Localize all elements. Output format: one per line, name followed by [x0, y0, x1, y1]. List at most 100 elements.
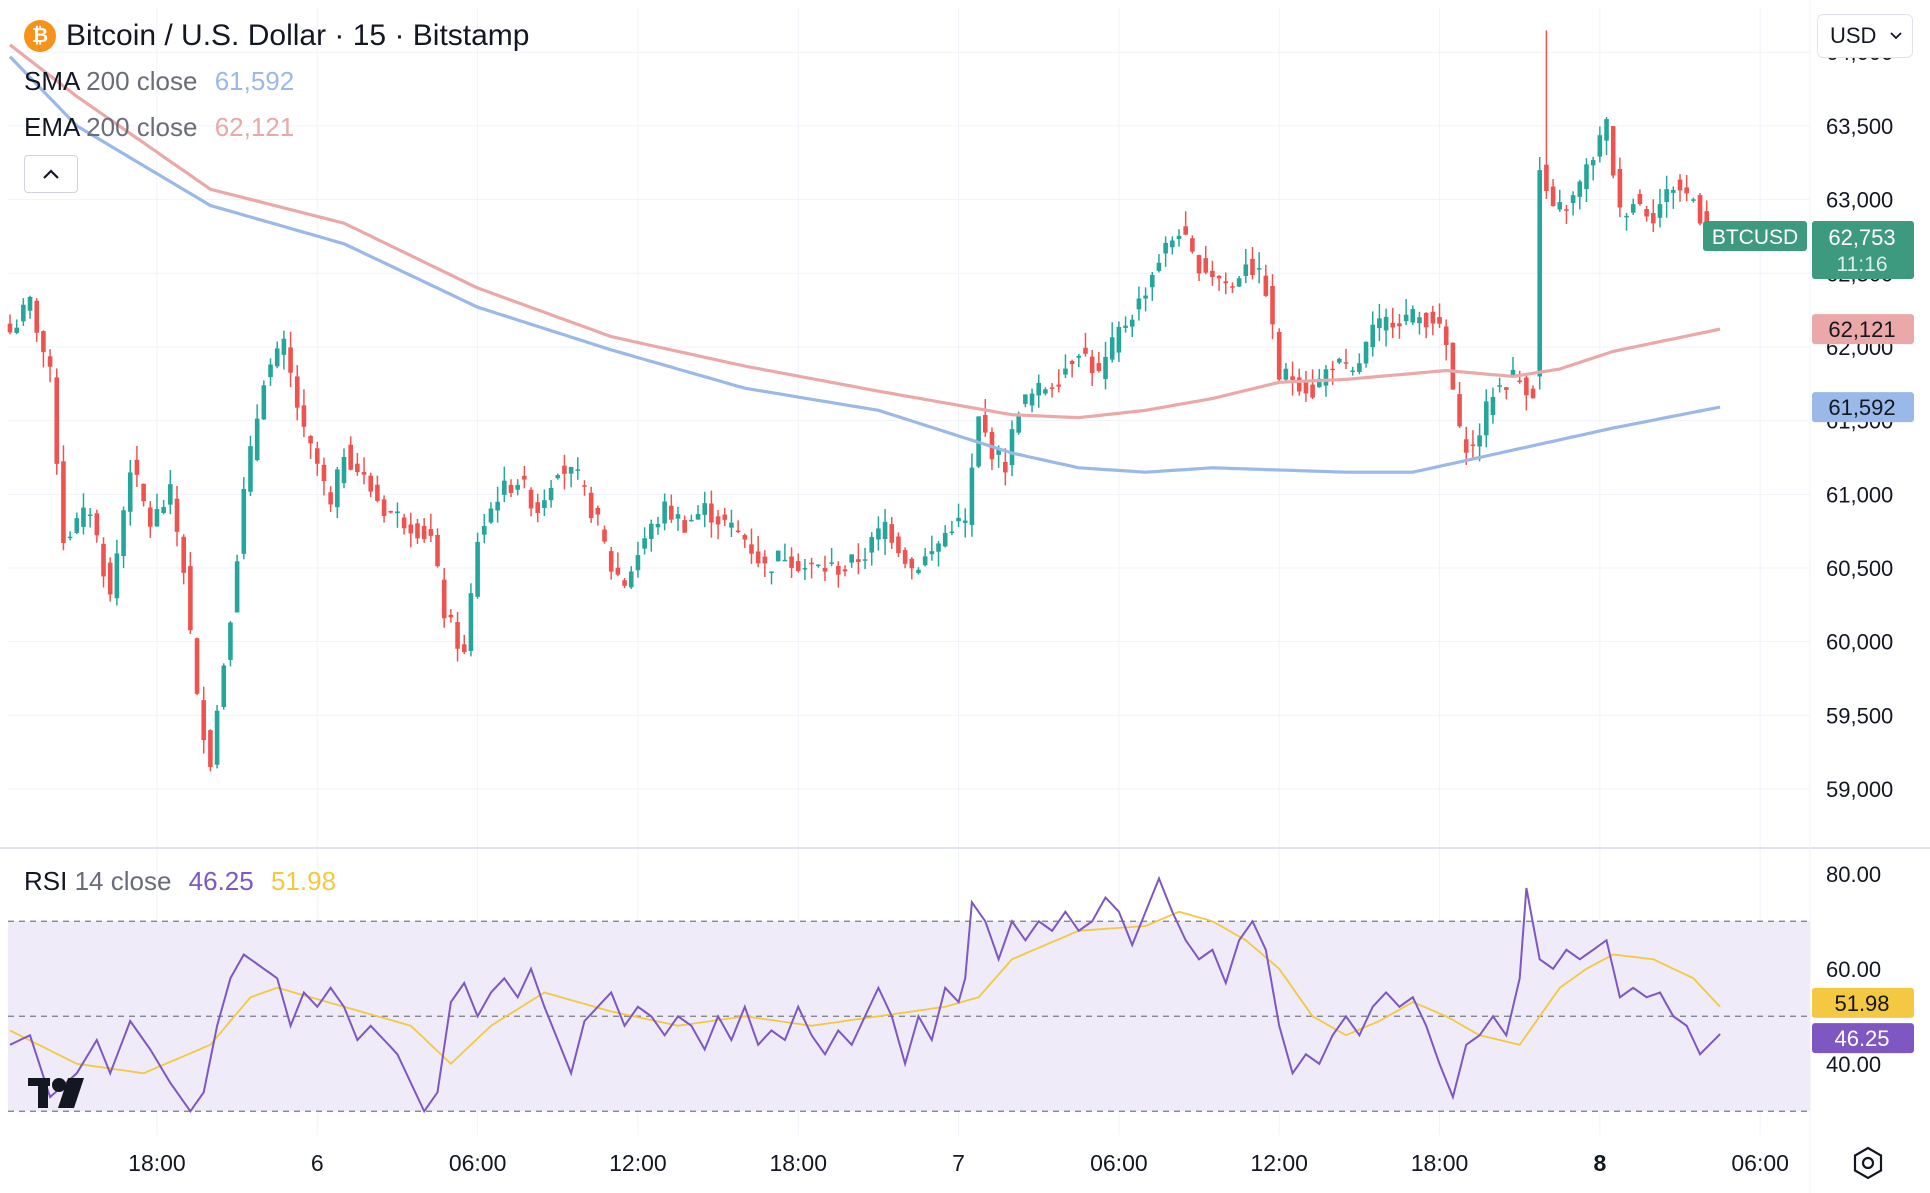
candle-body [341, 456, 347, 484]
currency-select[interactable]: USD [1817, 14, 1913, 58]
candle-body [1677, 179, 1683, 191]
candle-body [562, 465, 567, 474]
candle-body [127, 472, 133, 512]
candle-body [1223, 281, 1229, 284]
candle-body [314, 448, 320, 464]
candle-body [615, 567, 621, 575]
candle-body [1437, 317, 1442, 324]
candle-body [7, 323, 13, 333]
candle-body [622, 580, 627, 586]
candle-body [1383, 316, 1389, 331]
candle-body [1624, 215, 1629, 218]
candle-body [1657, 204, 1663, 218]
candle-body [815, 564, 821, 567]
tradingview-logo-icon[interactable] [28, 1075, 92, 1111]
candle-body [896, 536, 901, 554]
candle-body [1350, 370, 1355, 373]
candle-body [836, 565, 841, 575]
candle-body [1230, 286, 1235, 288]
sma-legend-value: 61,592 [214, 66, 295, 96]
candle-body [829, 562, 834, 564]
candle-body [528, 489, 534, 509]
sma-200-line [8, 55, 1721, 474]
candle-body [421, 525, 427, 540]
candle-body [1236, 278, 1242, 287]
symbol-title[interactable]: Bitcoin / U.S. Dollar · 15 · Bitstamp [66, 19, 530, 52]
candle-body [308, 436, 313, 444]
ema-legend[interactable]: EMA 200 close 62,121 [24, 112, 294, 143]
rsi-legend[interactable]: RSI 14 close 46.25 51.98 [24, 866, 336, 897]
candle-body [1263, 275, 1269, 296]
sma-legend-name: SMA [24, 66, 79, 96]
candle-body [321, 464, 327, 482]
candle-body [1337, 358, 1342, 363]
price-tick-label: 60,000 [1826, 630, 1893, 655]
candle-body [956, 517, 961, 522]
candle-body [208, 730, 213, 767]
candle-body [375, 484, 380, 501]
candle-body [648, 523, 654, 539]
candle-body [74, 518, 80, 533]
candle-body [201, 700, 207, 740]
candle-body [1183, 226, 1188, 235]
candle-body [889, 524, 895, 543]
candle-body [1597, 135, 1603, 157]
candle-body [1149, 274, 1155, 288]
candle-body [1357, 363, 1362, 372]
candle-body [1043, 389, 1048, 394]
candle-body [388, 511, 394, 513]
rsi-value-label-text: 46.25 [1834, 1026, 1889, 1051]
candle-body [1644, 208, 1649, 217]
candle-body [1310, 384, 1315, 398]
symbol-header[interactable]: ₿ Bitcoin / U.S. Dollar · 15 · Bitstamp [24, 18, 529, 54]
price-labels: BTCUSD 62,753 11:16 62,121 61,592 51.98 46.25 [1703, 220, 1914, 1054]
candle-body [1697, 195, 1703, 224]
candle-body [288, 347, 293, 373]
candle-body [822, 567, 828, 572]
btcusd-ticker-badge [1703, 220, 1807, 251]
collapse-legend-button[interactable] [24, 155, 78, 193]
candle-body [1303, 381, 1309, 394]
sma-price-label-text: 61,592 [1828, 395, 1895, 420]
rsi-ma-value-label-badge [1812, 987, 1914, 1018]
candle-body [1063, 368, 1068, 375]
candle-body [769, 571, 774, 573]
candle-body [1617, 168, 1623, 208]
candle-body [1316, 378, 1322, 388]
candle-body [221, 665, 227, 708]
candle-body [1009, 429, 1015, 466]
candle-body [795, 561, 801, 571]
candle-body [1296, 377, 1302, 392]
bitcoin-icon: ₿ [24, 20, 56, 52]
candle-body [228, 622, 233, 660]
rsi-ma-value-label-text: 51.98 [1834, 991, 1889, 1016]
candle-body [274, 348, 280, 367]
candle-body [435, 534, 440, 567]
candle-body [642, 538, 647, 549]
settings-gear-icon[interactable] [1850, 1145, 1886, 1181]
candle-body [1069, 361, 1075, 365]
last-price-text: 62,753 [1828, 225, 1895, 250]
candle-body [248, 446, 253, 492]
candle-body [294, 376, 300, 408]
candle-body [1276, 331, 1282, 380]
candle-body [568, 466, 574, 474]
candle-body [722, 514, 728, 520]
rsi-line [9, 875, 1721, 1114]
candle-body [1490, 396, 1496, 415]
candle-body [1056, 384, 1062, 387]
candle-body [114, 553, 120, 599]
candle-body [542, 500, 547, 509]
candle-body [415, 523, 420, 539]
candle-body [709, 503, 714, 523]
candle-body [922, 556, 928, 566]
sma-legend[interactable]: SMA 200 close 61,592 [24, 66, 294, 97]
candle-body [1076, 355, 1082, 358]
ema-price-label-badge [1812, 314, 1914, 345]
candle-body [1584, 164, 1589, 190]
time-tick-label: 06:00 [449, 1150, 507, 1176]
candle-body [47, 356, 53, 367]
time-tick-label: 18:00 [769, 1150, 827, 1176]
